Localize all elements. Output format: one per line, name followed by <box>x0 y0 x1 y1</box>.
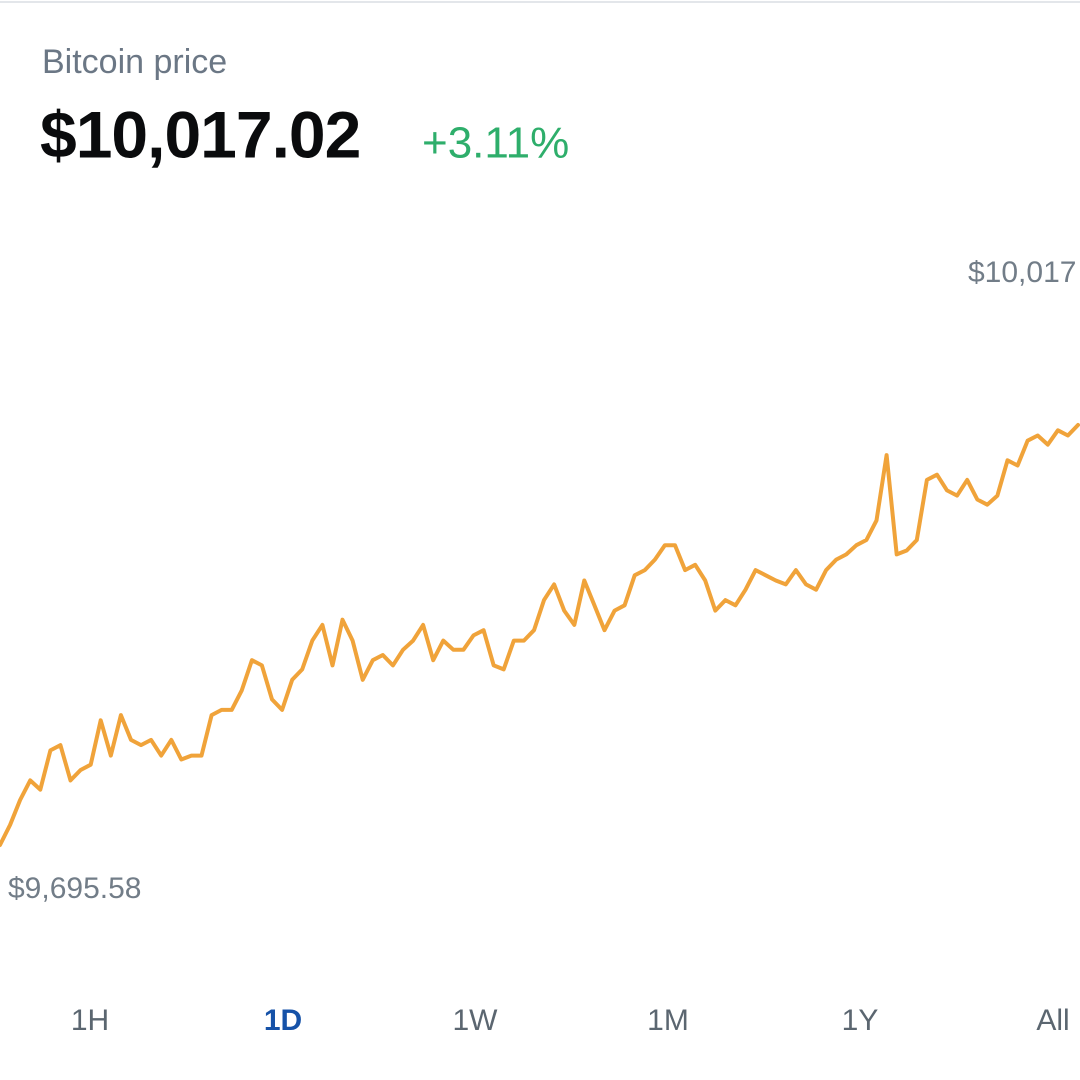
range-tabs: 1H 1D 1W 1M 1Y All <box>71 1004 1070 1037</box>
price-line <box>0 423 1080 847</box>
low-label: $9,695.58 <box>8 872 141 905</box>
price-change: +3.11% <box>422 119 569 168</box>
range-tab[interactable]: 1W <box>453 1004 499 1037</box>
range-tab[interactable]: 1H <box>71 1004 109 1037</box>
price: $10,017.02 <box>40 97 360 171</box>
range-tab[interactable]: 1M <box>647 1004 689 1037</box>
plot <box>0 423 1080 847</box>
range-tab[interactable]: 1Y <box>842 1004 879 1037</box>
range-tab[interactable]: All <box>1036 1004 1069 1037</box>
title: Bitcoin price <box>42 43 227 81</box>
range-tab[interactable]: 1D <box>264 1004 302 1037</box>
high-label: $10,017 <box>968 256 1076 289</box>
